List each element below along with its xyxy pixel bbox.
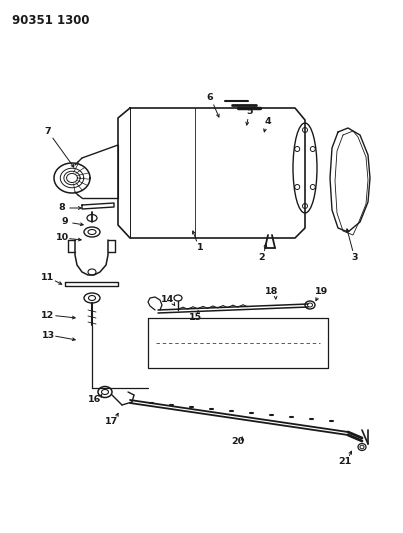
- Text: 19: 19: [316, 287, 328, 296]
- Text: 4: 4: [265, 117, 271, 126]
- Text: 6: 6: [207, 93, 213, 102]
- Text: 11: 11: [42, 273, 55, 282]
- Text: 3: 3: [352, 254, 358, 262]
- Text: 13: 13: [42, 330, 54, 340]
- Text: 15: 15: [189, 313, 202, 322]
- Text: 17: 17: [105, 417, 118, 426]
- Text: 18: 18: [265, 287, 279, 296]
- Text: 16: 16: [88, 395, 102, 405]
- Text: 8: 8: [58, 204, 65, 213]
- Text: 9: 9: [62, 217, 69, 227]
- Text: 20: 20: [231, 438, 245, 447]
- Text: 1: 1: [197, 244, 203, 253]
- Text: 2: 2: [259, 254, 265, 262]
- Text: 21: 21: [339, 457, 352, 466]
- Text: 7: 7: [45, 127, 51, 136]
- Text: 14: 14: [161, 295, 174, 304]
- Text: 5: 5: [247, 108, 253, 117]
- Text: 10: 10: [56, 233, 69, 243]
- Text: 90351 1300: 90351 1300: [12, 14, 89, 27]
- Text: 12: 12: [42, 311, 55, 319]
